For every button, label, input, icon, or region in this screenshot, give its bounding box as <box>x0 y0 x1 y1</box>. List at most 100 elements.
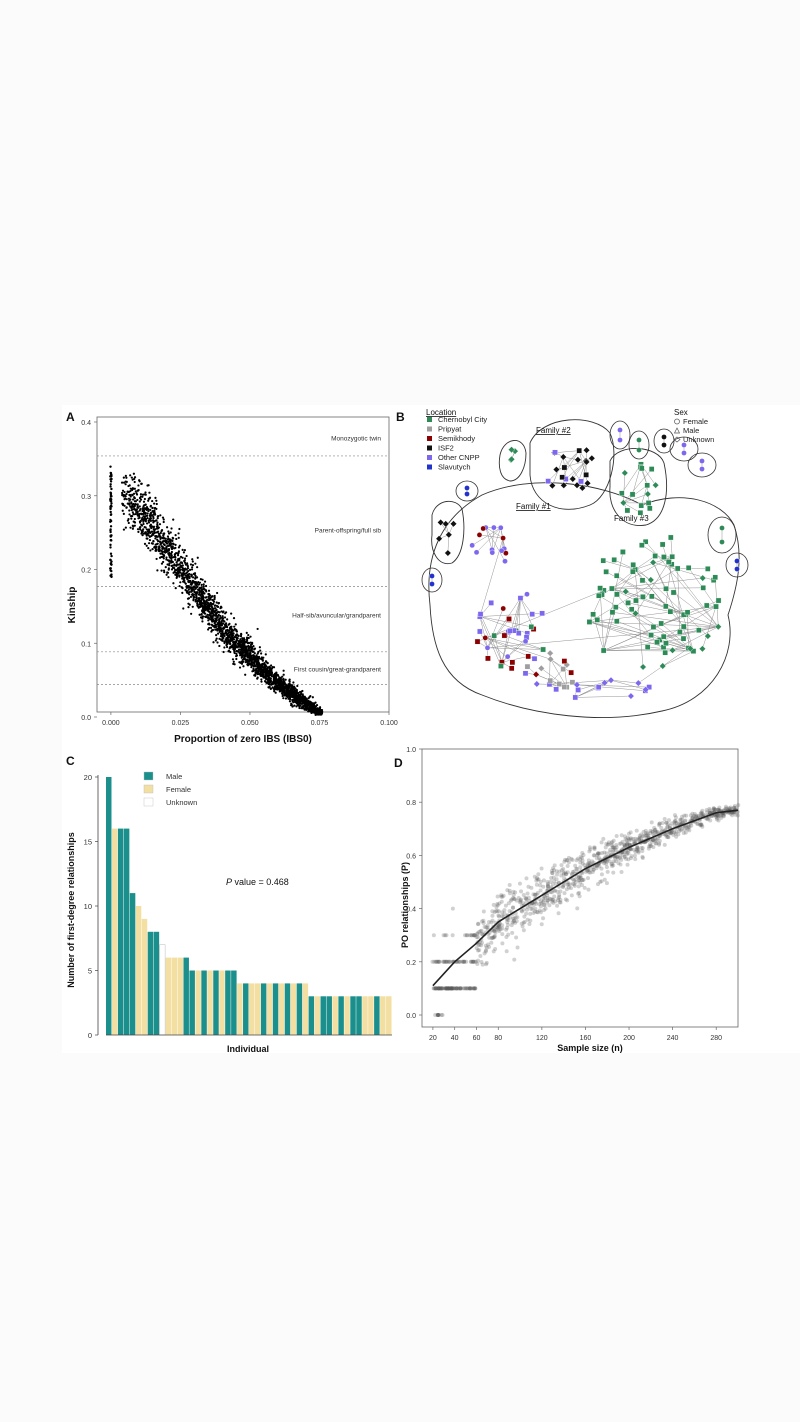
pedigree-nodes <box>429 427 740 701</box>
kinship-point <box>214 614 218 618</box>
po-point <box>634 828 639 833</box>
kinship-point <box>120 491 124 495</box>
pedigree-node <box>575 687 581 693</box>
kinship-point <box>210 595 213 598</box>
po-point <box>611 848 616 853</box>
po-point <box>566 860 571 865</box>
kinship-point <box>229 642 232 645</box>
po-point <box>433 986 438 991</box>
pedigree-node <box>561 464 568 471</box>
po-point <box>561 884 566 889</box>
po-point <box>490 913 495 918</box>
po-point <box>476 948 481 953</box>
po-point <box>493 930 498 935</box>
pedigree-node <box>574 456 582 464</box>
pedigree-node <box>532 670 540 678</box>
kinship-point <box>172 542 175 546</box>
po-point <box>468 986 473 991</box>
kinship-point <box>136 498 139 502</box>
po-point <box>491 949 496 954</box>
kinship-point <box>261 659 264 662</box>
pedigree-node <box>637 509 644 516</box>
po-point <box>659 825 664 830</box>
po-point <box>651 838 656 843</box>
kinship-point <box>256 660 259 664</box>
kinship-point <box>206 608 209 611</box>
kinship-point <box>256 664 260 667</box>
po-point <box>493 947 498 952</box>
po-point <box>642 833 647 838</box>
kinship-point <box>181 572 184 575</box>
kinship-point <box>109 520 112 523</box>
kinship-point <box>153 502 156 505</box>
panel-a-x-tick-label: 0.000 <box>102 720 120 727</box>
kinship-point <box>181 566 184 570</box>
kinship-point <box>155 535 159 539</box>
po-point <box>554 877 559 882</box>
kinship-point <box>312 708 315 712</box>
po-point <box>534 882 539 887</box>
location-name: Slavutych <box>438 463 471 472</box>
po-point <box>558 889 563 894</box>
po-point <box>483 948 488 953</box>
kinship-point <box>228 626 232 630</box>
kinship-point <box>132 505 135 508</box>
pedigree-node <box>681 450 687 456</box>
pedigree-node <box>613 572 620 579</box>
pedigree-edge <box>603 560 636 570</box>
pedigree-node <box>469 542 475 549</box>
relationship-bar <box>189 970 195 1035</box>
po-point <box>431 986 436 991</box>
po-point <box>614 845 619 850</box>
po-point <box>573 877 578 882</box>
kinship-point <box>142 528 145 531</box>
kinship-point <box>172 518 175 521</box>
panel-d-label: D <box>394 756 403 770</box>
kinship-point <box>188 576 191 580</box>
pedigree-node <box>546 649 554 657</box>
po-point <box>557 900 562 905</box>
po-point <box>531 903 536 908</box>
po-point <box>450 933 455 938</box>
kinship-point <box>209 618 212 621</box>
kinship-point <box>133 517 136 521</box>
p-value-italic: P <box>226 877 232 887</box>
po-point <box>622 854 627 859</box>
po-point <box>529 906 534 911</box>
pedigree-node <box>649 558 657 566</box>
po-point <box>650 838 655 843</box>
po-point <box>502 911 507 916</box>
po-point <box>431 933 436 938</box>
kinship-point <box>256 627 259 631</box>
pedigree-node <box>621 469 629 477</box>
kinship-point <box>152 513 156 516</box>
kinship-point <box>195 593 198 596</box>
po-point <box>558 900 563 905</box>
po-point <box>507 891 512 896</box>
po-point <box>512 957 517 962</box>
pedigree-node <box>642 538 649 545</box>
pedigree-edge <box>589 621 664 648</box>
pedigree-node <box>500 605 507 612</box>
po-point <box>616 861 621 866</box>
relationship-bar <box>290 983 297 1035</box>
kinship-point <box>174 534 177 537</box>
po-point <box>434 986 439 991</box>
po-point <box>602 877 607 882</box>
po-point <box>550 870 555 875</box>
location-swatch <box>427 426 432 432</box>
pedigree-edge <box>628 602 686 615</box>
kinship-point <box>232 646 235 649</box>
kinship-point <box>201 617 204 620</box>
po-point <box>545 898 550 903</box>
kinship-point <box>174 558 177 561</box>
kinship-point <box>169 544 172 547</box>
po-point <box>596 855 601 860</box>
kinship-point <box>125 492 128 496</box>
po-point <box>595 882 600 887</box>
kinship-point <box>241 643 244 646</box>
po-point <box>500 894 505 899</box>
kinship-point <box>252 654 255 657</box>
po-point <box>681 830 686 835</box>
kinship-point <box>124 495 127 498</box>
